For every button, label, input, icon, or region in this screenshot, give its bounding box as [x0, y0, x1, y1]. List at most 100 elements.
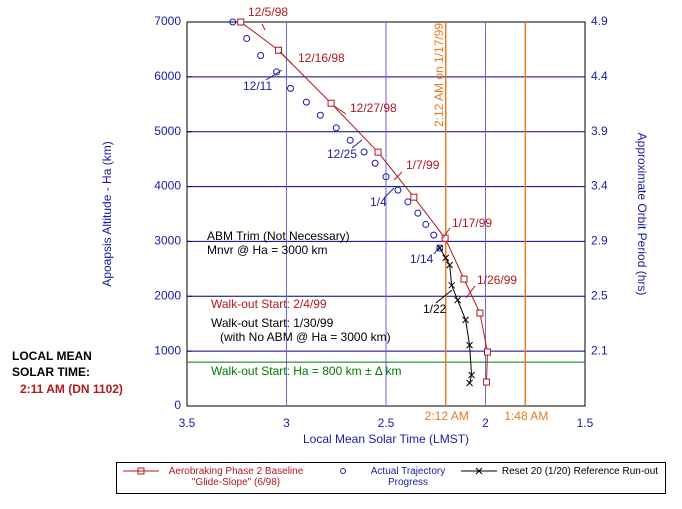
leader [393, 171, 403, 181]
marker [448, 281, 456, 289]
y2-tick-label: 2.1 [591, 343, 608, 357]
y-tick-label: 2000 [154, 288, 181, 302]
marker [229, 18, 237, 26]
marker [286, 84, 294, 92]
annotation: 12/25 [327, 147, 357, 161]
reference-label: 2:12 AM [425, 409, 469, 423]
marker [332, 124, 340, 132]
marker [360, 148, 368, 156]
x-tick-label: 2.5 [378, 416, 395, 430]
y-tick-label: 5000 [154, 124, 181, 138]
marker [430, 231, 438, 239]
annotations: 12/5/98 12/16/98 12/27/98 1/7/99 1/17/99… [12, 5, 517, 396]
annotation: ABM Trim (Not Necessary) [207, 229, 350, 243]
legend-label: Actual Trajectory Progress [370, 466, 446, 488]
leader [465, 285, 476, 299]
annotation: Mnvr @ Ha = 3000 km [207, 243, 328, 257]
marker [466, 379, 473, 387]
annotation: 12/27/98 [350, 101, 397, 115]
marker [454, 296, 461, 304]
chart: 0 1000 2.1 2000 2.5 3000 2.9 4000 3.4 5000 3.9 6000… [12, 5, 649, 446]
x-tick-label: 3 [283, 416, 290, 430]
leader [433, 245, 441, 255]
annotation: 2:12 AM on 1/17/99 [432, 23, 446, 127]
annotation: 1/14 [410, 252, 434, 266]
reference-label: 1:48 AM [504, 409, 548, 423]
legend: Aerobraking Phase 2 Baseline "Glide-Slop… [116, 462, 666, 494]
annotation: (with No ABM @ Ha = 3000 km) [220, 330, 391, 344]
plot-area: 0 1000 2.1 2000 2.5 3000 2.9 4000 3.4 5000 3.9 6000… [100, 14, 649, 446]
annotation: 1/4 [370, 195, 387, 209]
leader [333, 105, 347, 115]
y2-tick-label: 3.9 [591, 124, 608, 138]
leader [383, 187, 395, 199]
annotation: LOCAL MEAN [12, 349, 92, 363]
x-tick-label: 1.5 [577, 416, 594, 430]
leader [351, 139, 363, 149]
leader [442, 227, 451, 239]
marker [466, 341, 473, 349]
marker [446, 261, 454, 269]
annotation: 12/16/98 [298, 51, 345, 65]
marker [468, 371, 475, 379]
y2-axis-label: Approximate Orbit Period (hrs) [635, 133, 649, 296]
annotation: Walk-out Start: 1/30/99 [211, 316, 334, 330]
marker [442, 254, 450, 262]
legend-swatch [461, 467, 497, 475]
annotation: 1/26/99 [477, 273, 517, 287]
annotation: 1/22 [423, 302, 447, 316]
marker [422, 220, 430, 228]
marker [462, 316, 469, 324]
y2-tick-label: 4.4 [591, 69, 608, 83]
x-tick-label: 2 [482, 416, 489, 430]
marker [374, 148, 382, 156]
marker [460, 275, 468, 283]
series-line [240, 21, 488, 383]
marker [404, 198, 412, 206]
y-tick-label: 6000 [154, 69, 181, 83]
marker [436, 244, 444, 252]
annotation: 1/7/99 [406, 158, 440, 172]
annotation: 2:11 AM (DN 1102) [20, 382, 123, 396]
annotation: Walk-out Start: 2/4/99 [211, 297, 327, 311]
legend-swatch [123, 467, 159, 475]
y2-tick-label: 2.9 [591, 234, 608, 248]
marker [302, 98, 310, 106]
marker [436, 244, 444, 252]
marker [394, 186, 402, 194]
marker [346, 136, 354, 144]
leader [279, 51, 293, 65]
marker [327, 99, 335, 107]
marker [275, 46, 283, 54]
y-tick-label: 7000 [154, 14, 181, 28]
marker [483, 348, 491, 356]
marker [476, 309, 484, 317]
legend-label: Aerobraking Phase 2 Baseline "Glide-Slop… [168, 466, 304, 488]
annotation: 12/11 [243, 79, 272, 93]
y2-tick-label: 2.5 [591, 288, 608, 302]
marker [316, 111, 324, 119]
y2-tick-label: 3.4 [591, 179, 608, 193]
y-axis-label: Apoapsis Altitude - Ha (km) [100, 141, 114, 286]
annotation: Walk-out Start: Ha = 800 km ± Δ km [211, 364, 402, 378]
leader [261, 23, 266, 31]
y2-tick-label: 4.9 [591, 14, 608, 28]
marker [237, 18, 245, 26]
annotation: 1/17/99 [452, 216, 492, 230]
marker [482, 378, 490, 386]
legend-swatch [340, 468, 346, 474]
annotation: SOLAR TIME: [12, 365, 90, 379]
leader [265, 69, 283, 81]
y-tick-label: 4000 [154, 179, 181, 193]
y-tick-label: 0 [174, 398, 181, 412]
marker [243, 34, 251, 42]
leader [435, 289, 453, 304]
y-tick-label: 3000 [154, 234, 181, 248]
legend-label: Reset 20 (1/20) Reference Run-out [501, 466, 659, 477]
x-axis-label: Local Mean Solar Time (LMST) [303, 432, 469, 446]
marker [371, 159, 379, 167]
marker [414, 209, 422, 217]
marker [382, 173, 390, 181]
leader-lines [261, 23, 476, 304]
